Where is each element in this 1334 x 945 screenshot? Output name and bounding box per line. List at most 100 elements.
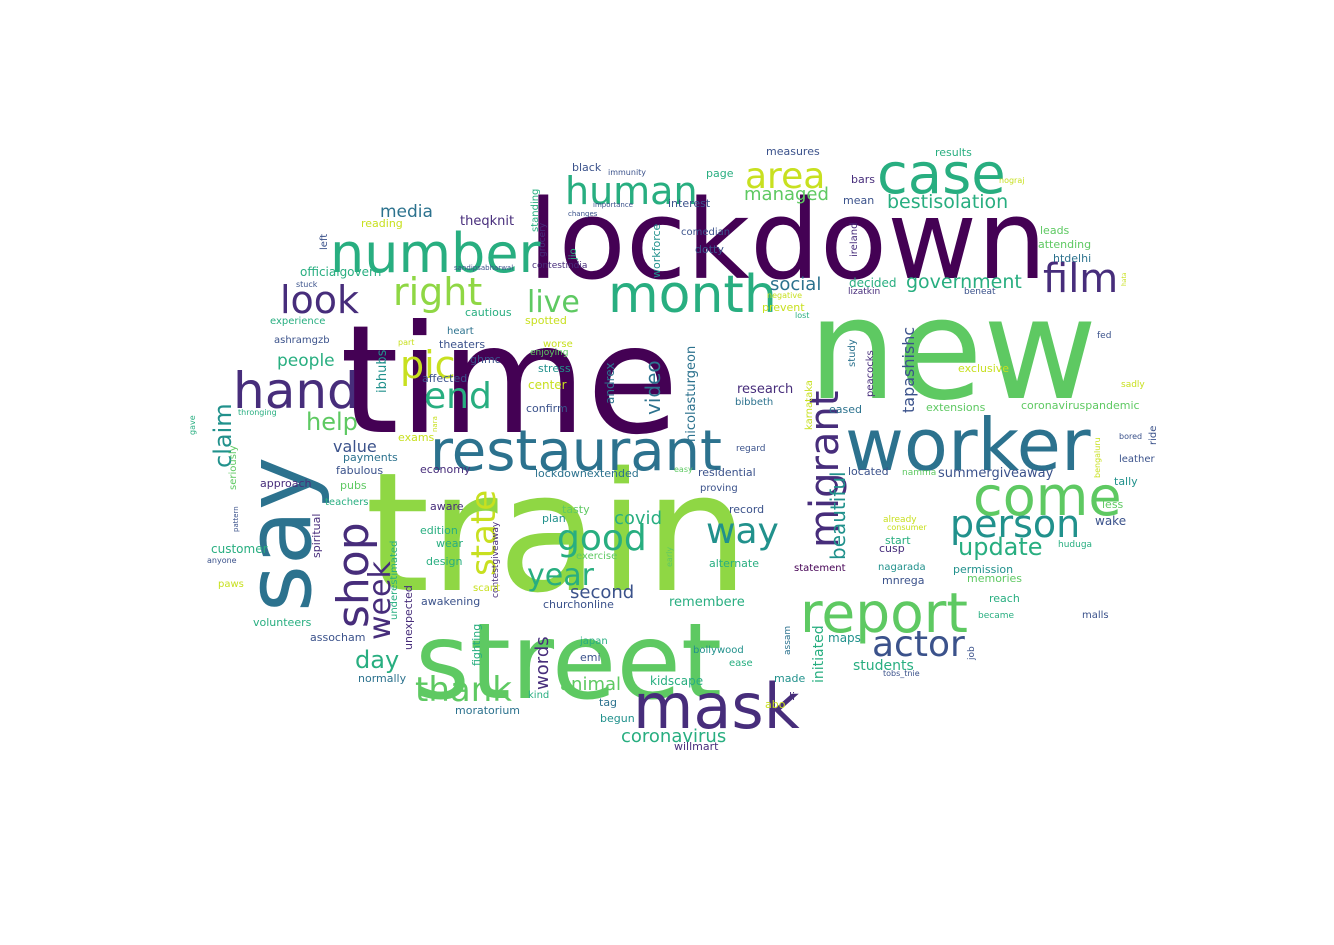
cloud-word-already: already — [883, 515, 917, 525]
cloud-word-bengaluru: bengaluru — [1093, 437, 1102, 478]
cloud-word-tally: tally — [1114, 475, 1138, 488]
cloud-word-media: media — [380, 202, 433, 222]
cloud-word-bored: bored — [1119, 432, 1142, 441]
cloud-word-awakening: awakening — [421, 595, 480, 608]
cloud-word-measures: measures — [766, 145, 820, 158]
cloud-word-cusp: cusp — [879, 542, 905, 555]
cloud-word-words: words — [532, 636, 553, 690]
cloud-word-person: person — [950, 502, 1080, 546]
cloud-word-li: li — [789, 690, 795, 703]
cloud-word-thank: thank — [415, 670, 512, 710]
cloud-word-restaurant: restaurant — [430, 419, 722, 484]
cloud-word-end: end — [424, 376, 492, 417]
cloud-word-human: human — [565, 169, 698, 213]
cloud-word-shop: shop — [328, 522, 379, 628]
cloud-word-way: way — [706, 511, 779, 552]
cloud-word-standing: standing — [530, 189, 541, 232]
cloud-word-moratorium: moratorium — [455, 704, 520, 717]
cloud-word-managed: managed — [744, 184, 829, 205]
cloud-word-second: second — [570, 582, 634, 603]
cloud-word-page: page — [706, 167, 734, 180]
cloud-word-andrex: andrex — [603, 362, 617, 404]
cloud-word-confirm: confirm — [526, 402, 568, 415]
cloud-word-job: job — [967, 646, 977, 661]
cloud-word-train: train — [365, 437, 749, 629]
cloud-word-area: area — [745, 156, 825, 197]
cloud-word-social: social — [770, 274, 821, 295]
cloud-word-tag: tag — [599, 696, 617, 709]
cloud-word-black: black — [572, 161, 602, 174]
cloud-word-japan: japan — [579, 636, 608, 647]
cloud-word-tasty: tasty — [562, 503, 590, 516]
cloud-word-beautiful: beautiful — [826, 471, 850, 560]
cloud-word-ashramgzb: ashramgzb — [274, 335, 330, 346]
cloud-word-less: less — [1102, 498, 1124, 511]
cloud-word-attending: attending — [1038, 238, 1091, 251]
cloud-word-leather: leather — [1119, 454, 1155, 465]
cloud-word-report: report — [800, 581, 968, 645]
cloud-word-residential: residential — [698, 466, 756, 479]
cloud-word-actor: actor — [872, 624, 965, 665]
cloud-word-consumer: consumer — [887, 523, 927, 532]
cloud-word-nicolasturgeon: nicolasturgeon — [684, 346, 699, 442]
cloud-word-mean: mean — [843, 194, 874, 207]
cloud-word-lost: lost — [795, 311, 809, 320]
cloud-word-negative: negative — [767, 291, 802, 300]
cloud-word-claim: claim — [209, 403, 237, 468]
cloud-word-comedian: comedian — [681, 227, 730, 238]
cloud-word-reading: reading — [361, 217, 403, 230]
cloud-word-sandipsabharwal: sandipsabharwal — [454, 264, 513, 272]
cloud-word-anyone: anyone — [207, 556, 237, 565]
cloud-word-remembere: remembere — [669, 595, 745, 610]
cloud-word-interest: interest — [668, 197, 711, 210]
cloud-word-grocery: grocery — [538, 222, 548, 257]
cloud-word-summergiveaway: summergiveaway — [938, 466, 1054, 481]
cloud-word-value: value — [333, 437, 377, 456]
cloud-word-nograj: nograj — [999, 176, 1024, 185]
cloud-word-initiated: initiated — [811, 625, 827, 683]
cloud-word-heart: heart — [447, 326, 474, 337]
cloud-word-nagarada: nagarada — [878, 562, 926, 573]
cloud-word-video: video — [641, 360, 665, 415]
cloud-word-theaters: theaters — [439, 338, 485, 351]
cloud-word-regard: regard — [736, 444, 766, 454]
cloud-word-record: record — [729, 503, 764, 516]
cloud-word-lockdown: lockdown — [528, 176, 1047, 304]
cloud-word-theqknit: theqknit — [460, 214, 514, 229]
cloud-word-results: results — [935, 146, 972, 159]
cloud-word-tapashishc: tapashishc — [899, 327, 918, 413]
cloud-word-payments: payments — [343, 451, 398, 464]
cloud-word-mask: mask — [633, 670, 800, 743]
cloud-word-pic: pic — [400, 343, 456, 387]
cloud-word-assam: assam — [783, 626, 793, 655]
cloud-word-mnrega: mnrega — [882, 574, 924, 587]
cloud-word-stress: stress — [538, 362, 571, 375]
cloud-word-gave: gave — [188, 415, 197, 435]
cloud-word-permission: permission — [953, 563, 1013, 576]
cloud-word-willmart: willmart — [674, 740, 719, 753]
cloud-word-covid: covid — [614, 508, 662, 529]
cloud-word-migrant: migrant — [802, 391, 848, 548]
cloud-word-part: part — [398, 338, 414, 347]
cloud-word-early: early — [665, 547, 674, 567]
cloud-word-officialgovern: officialgovern — [300, 265, 381, 279]
cloud-word-normally: normally — [358, 672, 407, 685]
cloud-word-scant: scant — [473, 583, 500, 594]
cloud-word-film: film — [1043, 256, 1118, 302]
cloud-word-worse: worse — [543, 339, 573, 350]
cloud-word-dotty: dotty — [695, 243, 724, 256]
cloud-word-spiritual: spiritual — [310, 514, 323, 558]
cloud-word-live: live — [527, 285, 580, 320]
cloud-word-decided: decided — [849, 276, 897, 290]
cloud-word-beneat: beneat — [964, 287, 996, 297]
cloud-word-ireland: ireland — [849, 223, 860, 257]
cloud-word-statement: statement — [794, 563, 846, 574]
cloud-word-contestgiveaway: contestgiveaway — [491, 521, 501, 598]
cloud-word-hand: hand — [233, 362, 359, 420]
cloud-word-street: street — [415, 601, 722, 723]
cloud-word-abo: abo — [765, 698, 786, 711]
cloud-word-memories: memories — [967, 572, 1022, 585]
cloud-word-fabulous: fabulous — [336, 464, 383, 477]
